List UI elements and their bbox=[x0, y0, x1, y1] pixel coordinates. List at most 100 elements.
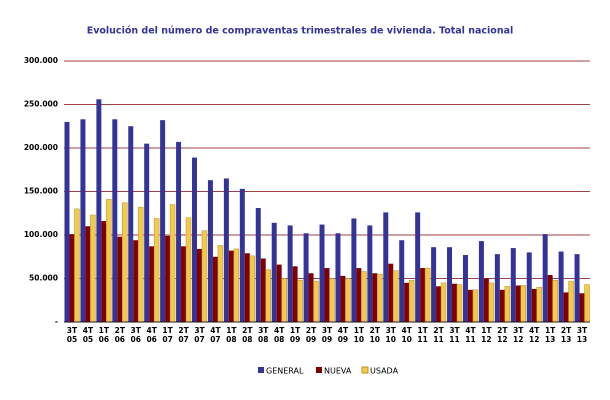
bar bbox=[96, 99, 102, 322]
bar bbox=[149, 246, 155, 322]
bar bbox=[467, 289, 473, 322]
bar bbox=[452, 283, 458, 322]
bar bbox=[372, 273, 378, 322]
bar bbox=[260, 258, 266, 322]
x-tick-label: 2T 06 bbox=[114, 326, 125, 344]
bar bbox=[404, 282, 410, 322]
bar bbox=[329, 278, 335, 323]
bar bbox=[408, 279, 415, 323]
bar bbox=[128, 126, 134, 322]
bar bbox=[313, 280, 319, 323]
legend-swatch bbox=[361, 366, 369, 374]
bar bbox=[515, 285, 521, 322]
x-tick-label: 2T 08 bbox=[242, 326, 253, 344]
bar bbox=[303, 233, 309, 322]
bar bbox=[244, 253, 250, 322]
bar bbox=[377, 273, 383, 323]
bar bbox=[319, 224, 325, 322]
legend-swatch bbox=[316, 367, 322, 373]
x-tick-label: 4T 07 bbox=[210, 326, 221, 344]
bar bbox=[472, 289, 479, 323]
x-tick-label: 4T 12 bbox=[528, 326, 540, 344]
x-tick-label: 2T 07 bbox=[178, 326, 189, 344]
bar bbox=[542, 234, 548, 322]
x-tick-label: 2T 11 bbox=[433, 326, 444, 344]
bar bbox=[181, 246, 187, 322]
bar bbox=[536, 286, 542, 323]
y-tick-label: - bbox=[55, 317, 58, 326]
bar bbox=[308, 273, 314, 322]
x-tick-label: 3T 13 bbox=[576, 326, 588, 344]
bar bbox=[69, 234, 75, 322]
bar bbox=[431, 247, 437, 322]
bar bbox=[531, 288, 537, 322]
bar bbox=[212, 256, 218, 322]
bar bbox=[223, 178, 229, 322]
bar bbox=[324, 268, 330, 322]
bar bbox=[239, 188, 245, 322]
bar bbox=[420, 268, 426, 322]
bar bbox=[462, 255, 468, 322]
bar bbox=[351, 218, 357, 322]
x-tick-label: 3T 09 bbox=[321, 326, 333, 344]
bar bbox=[228, 250, 234, 322]
bar bbox=[137, 206, 144, 323]
bar bbox=[144, 143, 150, 322]
bar bbox=[117, 236, 123, 322]
bar bbox=[447, 247, 453, 322]
x-tick-label: 3T 10 bbox=[385, 326, 396, 344]
bar bbox=[415, 212, 421, 322]
bar bbox=[90, 214, 96, 323]
bar bbox=[112, 119, 118, 322]
x-tick-label: 2T 13 bbox=[560, 326, 572, 344]
bar bbox=[133, 240, 139, 322]
x-tick-label: 4T 06 bbox=[146, 326, 157, 344]
bar bbox=[176, 141, 182, 322]
bar bbox=[80, 119, 86, 322]
bar bbox=[488, 282, 495, 323]
bar bbox=[399, 240, 405, 322]
bar bbox=[276, 264, 282, 322]
legend-label: USADA bbox=[370, 367, 399, 376]
bar bbox=[192, 157, 197, 322]
bar bbox=[106, 199, 112, 323]
bar bbox=[201, 230, 208, 323]
bar bbox=[169, 204, 176, 323]
x-tick-label: 1T 09 bbox=[289, 326, 301, 344]
bar bbox=[526, 252, 532, 322]
bar bbox=[74, 208, 80, 323]
bar bbox=[504, 286, 511, 323]
x-tick-label: 1T 07 bbox=[162, 326, 173, 344]
x-tick-label: 2T 10 bbox=[369, 326, 381, 344]
bar bbox=[499, 289, 505, 322]
y-tick-label: 300.000 bbox=[24, 56, 58, 65]
x-tick-label: 4T 05 bbox=[82, 326, 94, 344]
bar bbox=[255, 208, 261, 322]
bar bbox=[297, 279, 303, 323]
chart-title: Evolución del número de compraventas tri… bbox=[87, 26, 514, 37]
x-tick-label: 3T 07 bbox=[194, 326, 205, 344]
bar bbox=[383, 212, 389, 322]
bar bbox=[579, 293, 585, 322]
bar bbox=[510, 248, 516, 322]
bar bbox=[335, 233, 341, 322]
bar bbox=[563, 292, 569, 322]
bar bbox=[547, 275, 553, 322]
bar bbox=[340, 275, 346, 322]
bar bbox=[207, 180, 213, 322]
bar bbox=[165, 235, 171, 322]
y-tick-label: 50.000 bbox=[29, 274, 58, 283]
bar bbox=[483, 278, 489, 322]
bar bbox=[281, 278, 287, 323]
x-tick-label: 1T 10 bbox=[353, 326, 365, 344]
bar bbox=[424, 267, 431, 323]
x-tick-label: 3T 12 bbox=[513, 326, 524, 344]
bar bbox=[558, 251, 564, 322]
x-tick-label: 1T 06 bbox=[98, 326, 110, 344]
bar bbox=[494, 254, 500, 322]
bar bbox=[456, 284, 463, 323]
legend-label: NUEVA bbox=[324, 367, 352, 376]
bar bbox=[345, 278, 351, 323]
